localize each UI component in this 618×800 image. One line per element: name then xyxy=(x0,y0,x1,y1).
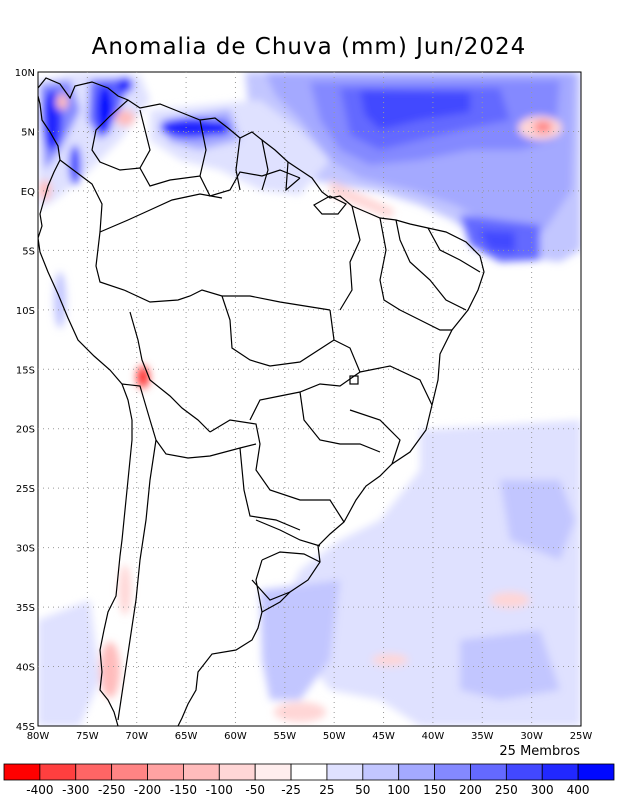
lon-tick-label: 65W xyxy=(175,731,198,742)
legend-label: 200 xyxy=(459,783,482,797)
color-legend: -400 -300 -250 -200 -150 -100 -50 -25 25 50 100 150… xyxy=(3,763,615,797)
legend-swatch xyxy=(362,763,400,781)
legend-label: -200 xyxy=(134,783,161,797)
legend-label: -400 xyxy=(26,783,53,797)
lat-tick-label: 25S xyxy=(16,484,35,495)
lat-lon-grid xyxy=(38,72,581,726)
lat-tick-label: 35S xyxy=(16,603,35,614)
legend-swatch xyxy=(290,763,328,781)
lon-tick-label: 40W xyxy=(422,731,445,742)
legend-swatch xyxy=(434,763,471,781)
members-label: 25 Membros xyxy=(499,744,580,759)
lon-tick-label: 60W xyxy=(224,731,247,742)
lon-tick-label: 55W xyxy=(274,731,297,742)
legend-swatch xyxy=(326,763,364,781)
lon-tick-label: 30W xyxy=(520,731,543,742)
legend-swatch xyxy=(505,763,543,781)
legend-label: -100 xyxy=(206,783,233,797)
legend-swatch xyxy=(218,763,256,781)
lat-tick-label: 20S xyxy=(16,425,35,436)
legend-swatch xyxy=(398,763,435,781)
legend-swatch xyxy=(541,763,579,781)
lon-tick-label: 25W xyxy=(570,731,593,742)
lat-tick-label: 40S xyxy=(16,663,35,674)
legend-swatch xyxy=(577,763,615,781)
lat-tick-label: 45S xyxy=(16,722,35,733)
legend-swatch xyxy=(183,763,220,781)
map-title: Anomalia de Chuva (mm) Jun/2024 xyxy=(91,34,527,60)
coastlines-and-borders xyxy=(38,77,485,726)
lon-tick-label: 80W xyxy=(27,731,50,742)
legend-label: 50 xyxy=(355,783,370,797)
map-frame xyxy=(37,71,582,727)
legend-swatch xyxy=(470,763,507,781)
legend-swatch xyxy=(39,763,77,781)
lon-tick-label: 45W xyxy=(372,731,395,742)
legend-label: -25 xyxy=(281,783,301,797)
legend-label: 150 xyxy=(423,783,446,797)
legend-swatch xyxy=(3,763,41,781)
legend-label: -250 xyxy=(98,783,125,797)
lat-tick-label: 10S xyxy=(16,306,35,317)
legend-label: -50 xyxy=(245,783,265,797)
axis-tick-labels: 80W 75W 70W 65W 60W 55W 50W 45W 40W 35W 30W 25W 10N 5… xyxy=(15,68,593,742)
legend-label: 250 xyxy=(495,783,518,797)
legend-label: 100 xyxy=(387,783,410,797)
lat-tick-label: 30S xyxy=(16,544,35,555)
precipitation-anomaly-map: 80W 75W 70W 65W 60W 55W 50W 45W 40W 35W 30W 25W 10N 5… xyxy=(15,68,593,742)
legend-label: -150 xyxy=(170,783,197,797)
lon-tick-label: 35W xyxy=(471,731,494,742)
lat-tick-label: 5N xyxy=(21,127,35,138)
lon-tick-label: 50W xyxy=(323,731,346,742)
lat-tick-label: 5S xyxy=(22,246,35,257)
legend-swatch xyxy=(147,763,184,781)
legend-swatch xyxy=(75,763,113,781)
legend-swatch xyxy=(254,763,292,781)
lat-tick-label: 10N xyxy=(15,68,35,79)
legend-label: 25 xyxy=(319,783,334,797)
legend-swatch xyxy=(111,763,148,781)
lat-tick-label: EQ xyxy=(21,187,35,198)
legend-label: 300 xyxy=(531,783,554,797)
legend-label: 400 xyxy=(567,783,590,797)
lat-tick-label: 15S xyxy=(16,365,35,376)
lon-tick-label: 75W xyxy=(76,731,99,742)
lon-tick-label: 70W xyxy=(125,731,148,742)
legend-label: -300 xyxy=(62,783,89,797)
